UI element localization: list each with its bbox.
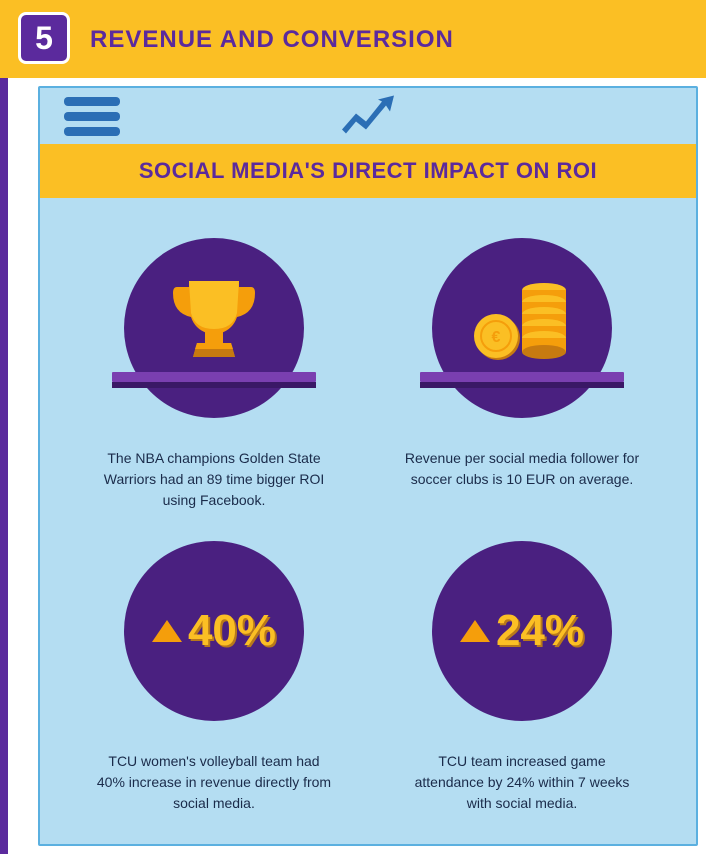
header-title: REVENUE AND CONVERSION xyxy=(0,18,706,54)
stat-caption: TCU women's volleyball team had 40% incr… xyxy=(94,751,334,814)
hamburger-icon xyxy=(64,97,120,136)
section-number: 5 xyxy=(35,20,53,57)
stat-circle: 24% xyxy=(432,541,612,721)
stat-caption: TCU team increased game attendance by 24… xyxy=(402,751,642,814)
up-triangle-icon xyxy=(152,620,182,642)
section-number-badge: 5 xyxy=(18,12,70,64)
stat-item: The NBA champions Golden State Warriors … xyxy=(80,238,348,511)
stat-value-wrap: 24% xyxy=(460,606,584,656)
header-band: 5 REVENUE AND CONVERSION xyxy=(0,0,706,78)
stat-item: € Revenue per social media follower for … xyxy=(388,238,656,511)
body-wrap: SOCIAL MEDIA'S DIRECT IMPACT ON ROI xyxy=(0,78,706,854)
card-title-band: SOCIAL MEDIA'S DIRECT IMPACT ON ROI xyxy=(40,144,696,198)
stat-circle xyxy=(124,238,304,418)
content-area: SOCIAL MEDIA'S DIRECT IMPACT ON ROI xyxy=(8,78,706,854)
up-triangle-icon xyxy=(460,620,490,642)
left-rail xyxy=(0,78,8,854)
trend-arrow-icon xyxy=(338,92,398,141)
page: 5 REVENUE AND CONVERSION SOCI xyxy=(0,0,706,854)
stat-caption: Revenue per social media follower for so… xyxy=(402,448,642,490)
stat-value: 40% xyxy=(188,606,276,656)
card-topbar xyxy=(40,88,696,144)
coins-icon: € xyxy=(462,260,582,380)
stat-value: 24% xyxy=(496,606,584,656)
svg-text:€: € xyxy=(492,329,501,346)
card-title: SOCIAL MEDIA'S DIRECT IMPACT ON ROI xyxy=(50,158,686,184)
stats-grid: The NBA champions Golden State Warriors … xyxy=(40,198,696,844)
shelf-icon xyxy=(112,372,316,382)
trophy-icon xyxy=(159,263,269,373)
stat-item: 40% TCU women's volleyball team had 40% … xyxy=(80,541,348,814)
stat-value-wrap: 40% xyxy=(152,606,276,656)
stat-item: 24% TCU team increased game attendance b… xyxy=(388,541,656,814)
stat-circle: € xyxy=(432,238,612,418)
stat-caption: The NBA champions Golden State Warriors … xyxy=(94,448,334,511)
card: SOCIAL MEDIA'S DIRECT IMPACT ON ROI xyxy=(38,86,698,846)
stat-circle: 40% xyxy=(124,541,304,721)
